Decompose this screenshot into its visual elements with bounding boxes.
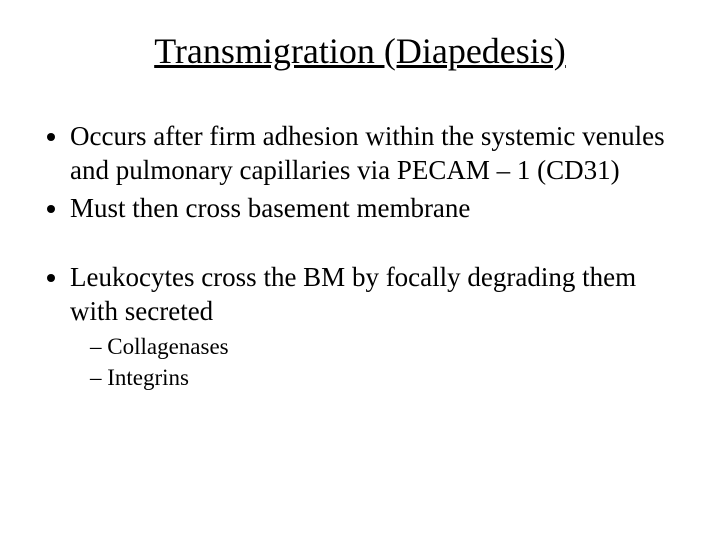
sub-bullet-item: Integrins: [90, 362, 685, 393]
bullet-item: Leukocytes cross the BM by focally degra…: [70, 261, 685, 393]
bullet-item: Must then cross basement membrane: [70, 192, 685, 226]
spacer: [40, 229, 685, 261]
bullet-text: Leukocytes cross the BM by focally degra…: [70, 262, 636, 326]
sub-bullet-list: Collagenases Integrins: [70, 331, 685, 393]
bullet-item: Occurs after firm adhesion within the sy…: [70, 120, 685, 188]
main-bullet-list: Leukocytes cross the BM by focally degra…: [40, 261, 685, 393]
sub-bullet-item: Collagenases: [90, 331, 685, 362]
slide-title: Transmigration (Diapedesis): [35, 30, 685, 72]
slide-content: Occurs after firm adhesion within the sy…: [35, 120, 685, 393]
main-bullet-list: Occurs after firm adhesion within the sy…: [40, 120, 685, 225]
